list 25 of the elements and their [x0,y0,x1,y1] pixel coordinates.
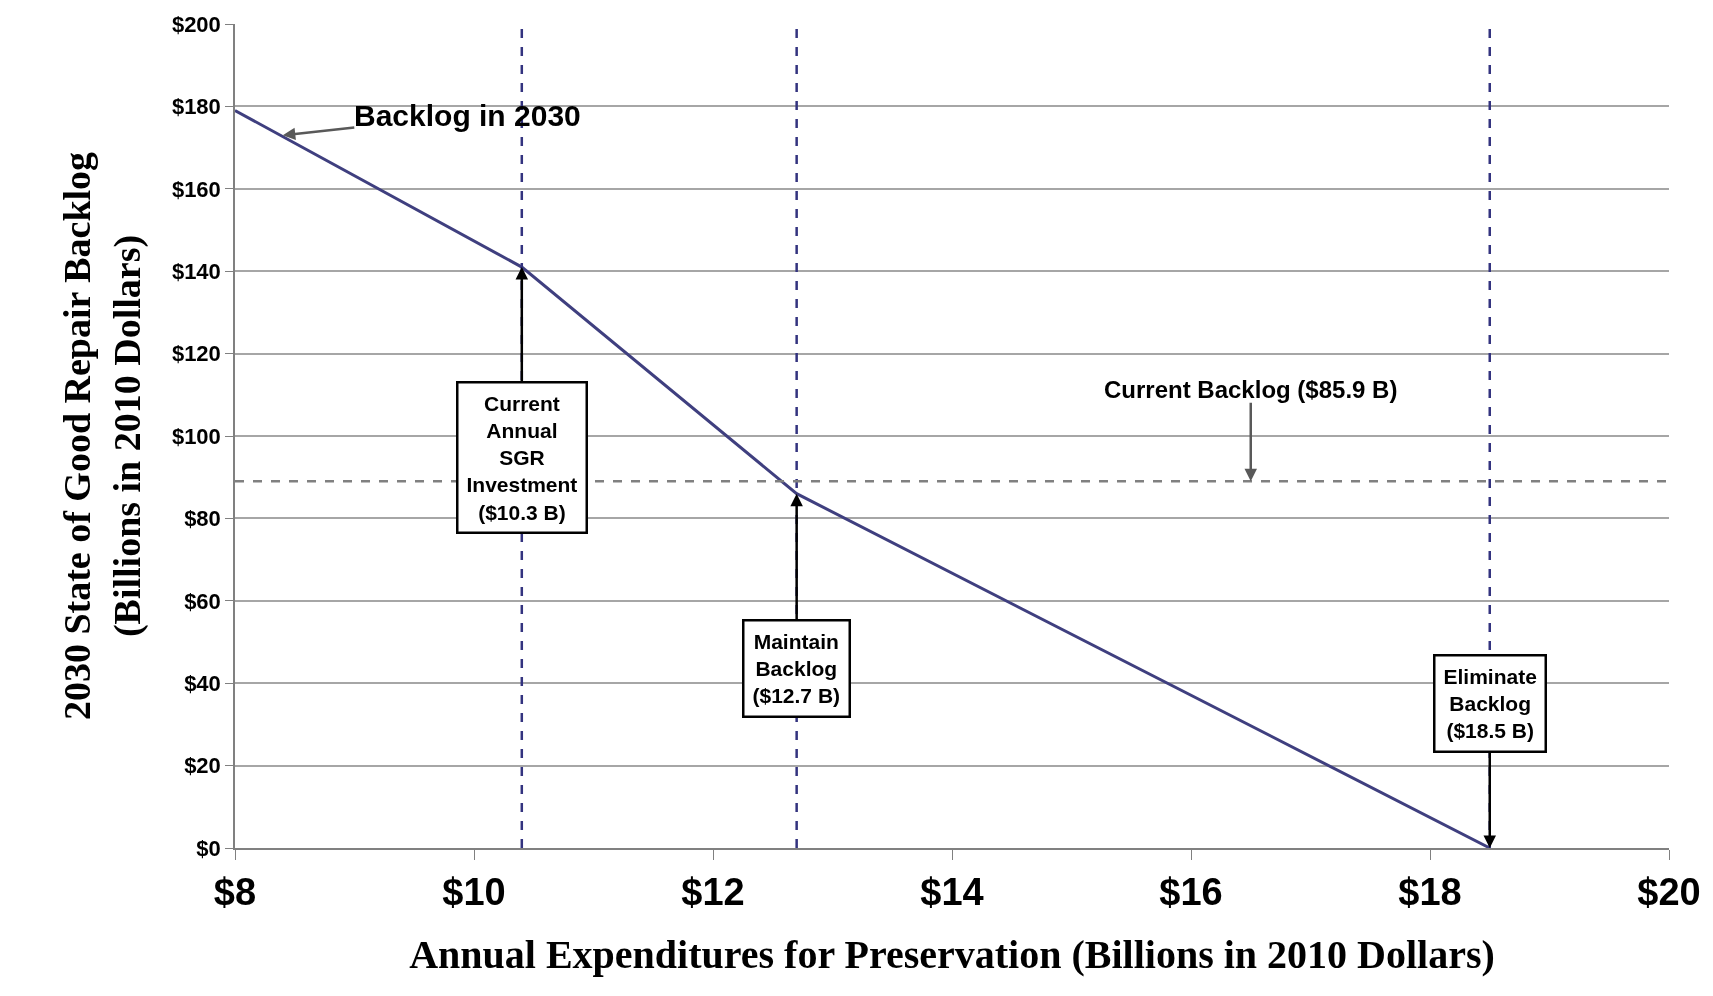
x-tick-label: $8 [213,871,257,914]
y-tick-label: $0 [196,835,221,861]
x-tick-label: $12 [681,871,745,914]
annotation: Eliminate Backlog ($18.5 B) [1443,664,1537,743]
y-tick-label: $40 [184,670,221,696]
x-tick-label: $10 [442,871,506,914]
annotation: Current Backlog ($85.9 B) [1104,376,1398,403]
y-tick-label: $160 [171,176,221,202]
y-tick-label: $120 [171,341,221,367]
x-tick-label: $18 [1398,871,1462,914]
y-tick-label: $100 [171,423,221,449]
x-tick-label: $16 [1159,871,1223,914]
y-tick-label: $60 [184,588,221,614]
annotation: Backlog in 2030 [354,99,581,132]
y-tick-label: $200 [171,11,221,37]
y-tick-label: $80 [184,506,221,532]
x-tick-label: $20 [1637,871,1701,914]
annotation: Current Annual SGR Investment ($10.3 B) [466,391,578,524]
y-tick-label: $20 [184,753,221,779]
annotation: Maintain Backlog ($12.7 B) [752,629,841,708]
x-axis-title: Annual Expenditures for Preservation (Billions in 2010 Dollars) [409,932,1495,978]
x-tick-label: $14 [920,871,984,914]
y-axis-title: 2030 State of Good Repair Backlog (Billions in 2010 Dollars) [56,151,149,721]
y-tick-label: $180 [171,94,221,120]
y-tick-label: $140 [171,258,221,284]
